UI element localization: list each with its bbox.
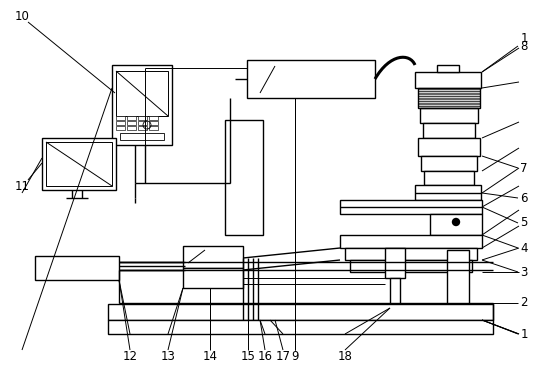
Text: 8: 8 — [520, 39, 528, 53]
Bar — [418, 88, 480, 108]
Bar — [127, 126, 136, 130]
Bar — [418, 93, 480, 96]
Bar — [108, 304, 493, 320]
Bar — [418, 91, 480, 93]
Text: 4: 4 — [520, 242, 528, 254]
Text: 9: 9 — [291, 350, 299, 363]
Bar — [183, 246, 243, 268]
Text: 3: 3 — [520, 265, 528, 279]
Text: 10: 10 — [15, 9, 29, 23]
Bar — [415, 185, 481, 200]
Text: 2: 2 — [520, 296, 528, 310]
Bar — [225, 120, 263, 235]
Bar — [437, 65, 459, 72]
Text: 6: 6 — [520, 192, 528, 204]
Bar — [418, 106, 480, 108]
Text: 1: 1 — [520, 31, 528, 45]
Bar — [116, 126, 125, 130]
Bar — [424, 171, 474, 185]
Text: 14: 14 — [203, 350, 217, 363]
Bar — [418, 96, 480, 98]
Bar — [247, 60, 375, 98]
Circle shape — [453, 218, 460, 226]
Bar — [340, 235, 482, 248]
Bar — [345, 248, 477, 260]
Text: 16: 16 — [257, 350, 273, 363]
Bar — [385, 248, 405, 278]
Bar — [418, 99, 480, 101]
Bar — [418, 104, 480, 105]
Bar — [138, 121, 147, 125]
Text: 12: 12 — [122, 350, 138, 363]
Bar — [42, 138, 116, 190]
Bar — [138, 126, 147, 130]
Text: 13: 13 — [160, 350, 176, 363]
Bar — [415, 72, 481, 88]
Bar — [120, 133, 164, 140]
Bar — [149, 121, 158, 125]
Bar — [447, 250, 469, 308]
Bar — [418, 88, 480, 90]
Bar — [350, 260, 472, 272]
Bar — [127, 116, 136, 120]
Bar — [112, 65, 172, 145]
Text: 11: 11 — [15, 180, 29, 192]
Bar — [138, 116, 147, 120]
Text: 18: 18 — [338, 350, 352, 363]
Bar — [421, 156, 477, 171]
Text: 5: 5 — [520, 217, 528, 229]
Bar — [108, 320, 493, 334]
Bar — [116, 121, 125, 125]
Text: 17: 17 — [275, 350, 291, 363]
Bar — [183, 268, 243, 288]
Bar — [35, 256, 119, 280]
Bar — [149, 116, 158, 120]
Bar — [418, 101, 480, 103]
Bar — [340, 200, 482, 214]
Bar — [116, 71, 168, 116]
Text: 7: 7 — [520, 161, 528, 175]
Text: 1: 1 — [520, 327, 528, 341]
Bar — [127, 121, 136, 125]
Bar — [423, 123, 475, 138]
Bar — [116, 116, 125, 120]
Text: 15: 15 — [241, 350, 255, 363]
Bar — [418, 138, 480, 156]
Bar — [149, 126, 158, 130]
Bar — [390, 278, 400, 308]
Bar — [46, 142, 112, 186]
Bar — [430, 214, 482, 235]
Bar — [420, 108, 478, 123]
